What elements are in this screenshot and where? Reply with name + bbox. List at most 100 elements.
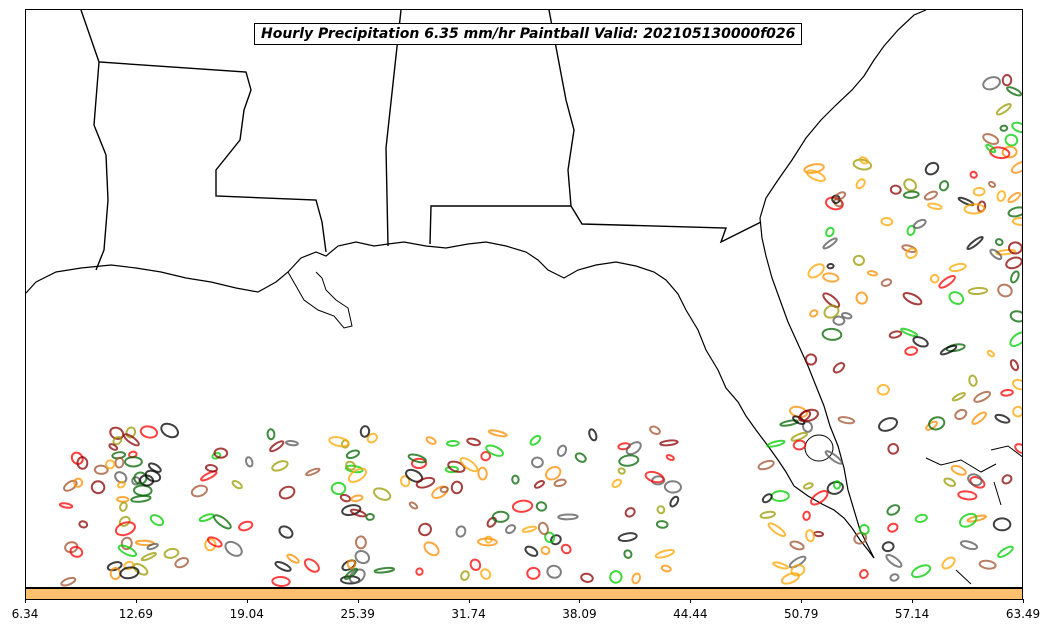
paintball-blob bbox=[550, 534, 562, 546]
paintball-blob bbox=[224, 540, 243, 557]
paintball-blob bbox=[996, 190, 1007, 202]
paintball-blob bbox=[889, 573, 900, 582]
paintball-blobs bbox=[58, 74, 1022, 587]
paintball-blob bbox=[271, 576, 291, 587]
paintball-blob bbox=[767, 522, 787, 538]
paintball-blob bbox=[617, 467, 626, 475]
paintball-blob bbox=[951, 392, 966, 402]
paintball-blob bbox=[822, 237, 838, 250]
paintball-blob bbox=[1014, 443, 1022, 454]
paintball-blob bbox=[853, 531, 868, 545]
colorbar-tick bbox=[912, 599, 914, 603]
paintball-blob bbox=[982, 76, 1001, 91]
paintball-blob bbox=[779, 419, 799, 427]
paintball-blob bbox=[968, 374, 978, 387]
paintball-blob bbox=[855, 291, 869, 305]
paintball-blob bbox=[963, 203, 986, 215]
paintball-blob bbox=[366, 432, 378, 444]
paintball-blob bbox=[123, 433, 140, 447]
paintball-blob bbox=[372, 487, 392, 501]
paintball-blob bbox=[978, 559, 997, 570]
paintball-blob bbox=[286, 553, 300, 564]
paintball-blob bbox=[859, 523, 870, 536]
paintball-blob bbox=[772, 561, 789, 570]
paintball-blob bbox=[557, 513, 579, 521]
paintball-blob bbox=[631, 572, 641, 585]
colorbar-tick bbox=[357, 599, 359, 603]
paintball-blob bbox=[580, 572, 594, 583]
paintball-blob bbox=[654, 548, 676, 559]
paintball-blob bbox=[805, 169, 826, 182]
paintball-blob bbox=[526, 566, 541, 580]
paintball-blob bbox=[852, 254, 865, 266]
paintball-blob bbox=[450, 480, 464, 495]
paintball-blob bbox=[343, 567, 359, 581]
paintball-blob bbox=[109, 426, 125, 440]
paintball-blob bbox=[347, 467, 368, 483]
paintball-blob bbox=[1004, 133, 1019, 147]
paintball-blob bbox=[491, 510, 510, 523]
colorbar-tick-label: 57.14 bbox=[894, 607, 930, 621]
paintball-blob bbox=[303, 558, 320, 573]
paintball-blob bbox=[511, 474, 520, 485]
paintball-blob bbox=[269, 440, 285, 453]
paintball-blob bbox=[995, 248, 1017, 256]
paintball-blob bbox=[70, 451, 84, 465]
paintball-blob bbox=[880, 216, 894, 227]
paintball-blob bbox=[511, 499, 534, 513]
paintball-blob bbox=[345, 460, 356, 471]
paintball-blob bbox=[238, 520, 254, 532]
paintball-blob bbox=[439, 485, 449, 494]
paintball-blob bbox=[278, 485, 296, 500]
paintball-blob bbox=[410, 457, 428, 470]
paintball-blob bbox=[948, 262, 967, 273]
paintball-blob bbox=[1012, 405, 1022, 418]
paintball-blob bbox=[943, 477, 957, 488]
paintball-blob bbox=[804, 353, 818, 366]
paintball-blob bbox=[905, 247, 918, 260]
paintball-blob bbox=[213, 447, 229, 459]
paintball-blob bbox=[365, 512, 375, 521]
paintball-blob bbox=[1000, 388, 1014, 397]
paintball-blob bbox=[78, 520, 89, 529]
paintball-blob bbox=[480, 568, 492, 580]
paintball-blob bbox=[60, 576, 77, 587]
paintball-blob bbox=[529, 434, 542, 446]
paintball-blob bbox=[888, 330, 903, 339]
paintball-blob bbox=[485, 444, 505, 457]
paintball-blob bbox=[803, 163, 825, 174]
paintball-blob bbox=[63, 479, 78, 492]
paintball-blob bbox=[346, 559, 357, 570]
colorbar-tick-label: 12.69 bbox=[118, 607, 154, 621]
colorbar-tick-label: 63.49 bbox=[1005, 607, 1041, 621]
colorbar-tick-label: 44.44 bbox=[673, 607, 708, 621]
paintball-blob bbox=[939, 344, 958, 356]
paintball-blob bbox=[832, 362, 846, 374]
paintball-blob bbox=[656, 505, 666, 515]
paintball-blob bbox=[959, 540, 979, 551]
paintball-blob bbox=[825, 226, 835, 238]
paintball-blob bbox=[211, 451, 222, 460]
paintball-blob bbox=[802, 510, 811, 521]
paintball-blob bbox=[355, 535, 367, 550]
paintball-blob bbox=[274, 561, 292, 572]
paintball-blob bbox=[477, 537, 498, 547]
colorbar-tick bbox=[468, 599, 470, 603]
paintball-blob bbox=[903, 178, 918, 192]
paintball-blob bbox=[834, 191, 847, 201]
paintball-blob bbox=[1006, 86, 1022, 97]
paintball-blob bbox=[1011, 378, 1022, 391]
paintball-blob bbox=[200, 470, 218, 482]
paintball-blob bbox=[878, 417, 898, 432]
paintball-blob bbox=[900, 327, 919, 338]
paintball-blob bbox=[928, 416, 946, 431]
paintball-blob bbox=[105, 459, 116, 470]
paintball-blob bbox=[345, 449, 360, 460]
colorbar-tick-label: 19.04 bbox=[229, 607, 264, 621]
paintball-blob bbox=[655, 520, 669, 529]
paintball-blob bbox=[902, 190, 920, 199]
paintball-blob bbox=[792, 439, 807, 451]
paintball-blob bbox=[132, 563, 149, 576]
paintball-blob bbox=[986, 349, 995, 358]
paintball-blob bbox=[611, 478, 622, 489]
